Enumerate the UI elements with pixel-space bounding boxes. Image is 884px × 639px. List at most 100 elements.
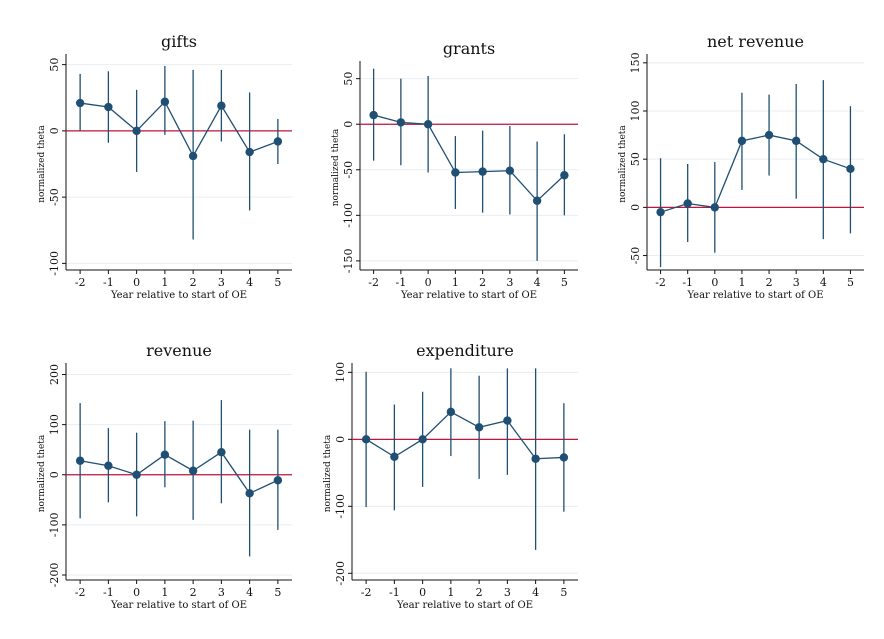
y-tick-label: -100 [342, 203, 355, 228]
y-tick-label: 100 [629, 101, 642, 122]
x-axis-label: Year relative to start of OE [110, 600, 247, 611]
data-point [474, 423, 484, 432]
x-tick-label: 4 [246, 586, 253, 599]
chart-panel-expenditure: 100 0 -100 -200 -2 -1 0 1 2 3 4 5 expenditure Year re… [323, 341, 578, 611]
data-point [217, 448, 226, 457]
y-axis-label: normalized theta [37, 125, 47, 203]
panel-title: net revenue [707, 32, 804, 51]
x-tick-label: 1 [452, 276, 459, 289]
x-axis-label: Year relative to start of OE [400, 290, 537, 301]
data-point [418, 435, 427, 444]
y-tick-label: -150 [342, 249, 355, 274]
data-point [160, 97, 170, 106]
data-point [710, 203, 720, 212]
x-tick-label: 2 [766, 276, 773, 289]
data-point [75, 456, 85, 465]
x-tick-label: 1 [161, 586, 168, 599]
data-point [245, 489, 254, 498]
x-axis-label: Year relative to start of OE [396, 600, 533, 611]
x-tick-label: 0 [711, 276, 718, 289]
x-tick-label: 0 [425, 276, 432, 289]
data-point [846, 164, 855, 174]
y-axis-label: normalized theta [323, 434, 333, 512]
x-tick-label: 5 [560, 586, 567, 599]
data-point [104, 102, 113, 112]
x-tick-label: 0 [419, 586, 426, 599]
panel-title: gifts [161, 32, 197, 51]
data-point [104, 461, 113, 470]
y-tick-label: -200 [334, 561, 347, 586]
y-tick-label: -50 [629, 247, 642, 265]
series-line [80, 100, 279, 158]
x-tick-label: 2 [479, 276, 486, 289]
data-point [451, 168, 460, 177]
x-tick-label: 3 [218, 586, 225, 599]
data-point [132, 470, 141, 479]
data-point [737, 136, 747, 146]
x-tick-label: 4 [534, 276, 541, 289]
x-tick-label: 3 [793, 276, 800, 289]
y-tick-label: -100 [48, 513, 61, 538]
y-tick-label: -200 [48, 563, 61, 588]
y-tick-label: 50 [48, 58, 61, 72]
series-line [365, 411, 564, 460]
chart-panel-gifts: 50 0 -50 -100 -2 -1 0 1 2 3 4 5 gifts Year relative t… [37, 32, 292, 301]
y-tick-label: 100 [48, 414, 61, 435]
data-point [531, 454, 540, 463]
x-tick-label: 1 [738, 276, 745, 289]
y-tick-label: 0 [334, 436, 347, 443]
panel-title: grants [443, 39, 495, 58]
x-tick-label: -2 [75, 586, 86, 599]
data-point [361, 435, 371, 444]
x-tick-label: 2 [190, 586, 197, 599]
x-tick-label: -2 [368, 276, 379, 289]
data-point [423, 120, 433, 129]
chart-panel-revenue: 200 100 0 -100 -200 -2 -1 0 1 2 3 4 5 revenue Year rel… [37, 341, 292, 611]
series-line [373, 114, 565, 202]
x-tick-label: -2 [75, 276, 86, 289]
y-tick-label: 200 [48, 364, 61, 385]
x-tick-label: -1 [396, 276, 407, 289]
y-tick-label: -50 [342, 161, 355, 179]
x-tick-label: -1 [682, 276, 693, 289]
y-tick-label: -100 [334, 494, 347, 519]
y-tick-label: 100 [334, 362, 347, 383]
x-axis-label: Year relative to start of OE [686, 290, 823, 301]
x-tick-label: 1 [161, 276, 168, 289]
x-tick-label: 3 [506, 276, 513, 289]
data-point [160, 450, 170, 459]
x-tick-label: 0 [133, 586, 140, 599]
y-tick-label: 50 [342, 72, 355, 86]
x-tick-label: -2 [361, 586, 372, 599]
panel-title: expenditure [416, 341, 514, 360]
series-line [80, 451, 279, 495]
data-point [273, 476, 283, 485]
data-point [188, 466, 198, 475]
x-tick-label: 5 [561, 276, 568, 289]
data-point [132, 126, 141, 136]
x-tick-label: 0 [133, 276, 140, 289]
x-tick-label: 3 [504, 586, 511, 599]
data-point [503, 416, 512, 425]
data-point [505, 166, 515, 175]
data-point [75, 98, 85, 108]
data-point [396, 118, 406, 127]
data-point [560, 171, 569, 180]
x-tick-label: 3 [218, 276, 225, 289]
chart-panel-net-revenue: 150 100 50 0 -50 -2 -1 0 1 2 3 4 5 net revenue Year re… [618, 32, 864, 301]
data-point [819, 154, 828, 164]
series-line [660, 134, 851, 213]
x-tick-label: 4 [246, 276, 253, 289]
y-tick-label: -100 [48, 251, 61, 276]
x-tick-label: 5 [847, 276, 854, 289]
x-tick-label: 5 [274, 586, 281, 599]
data-point [273, 137, 283, 146]
data-point [217, 101, 226, 110]
x-tick-label: 4 [532, 586, 539, 599]
x-tick-label: -1 [103, 586, 114, 599]
y-tick-label: 150 [629, 52, 642, 73]
x-tick-label: 5 [274, 276, 281, 289]
y-tick-label: 50 [629, 152, 642, 166]
